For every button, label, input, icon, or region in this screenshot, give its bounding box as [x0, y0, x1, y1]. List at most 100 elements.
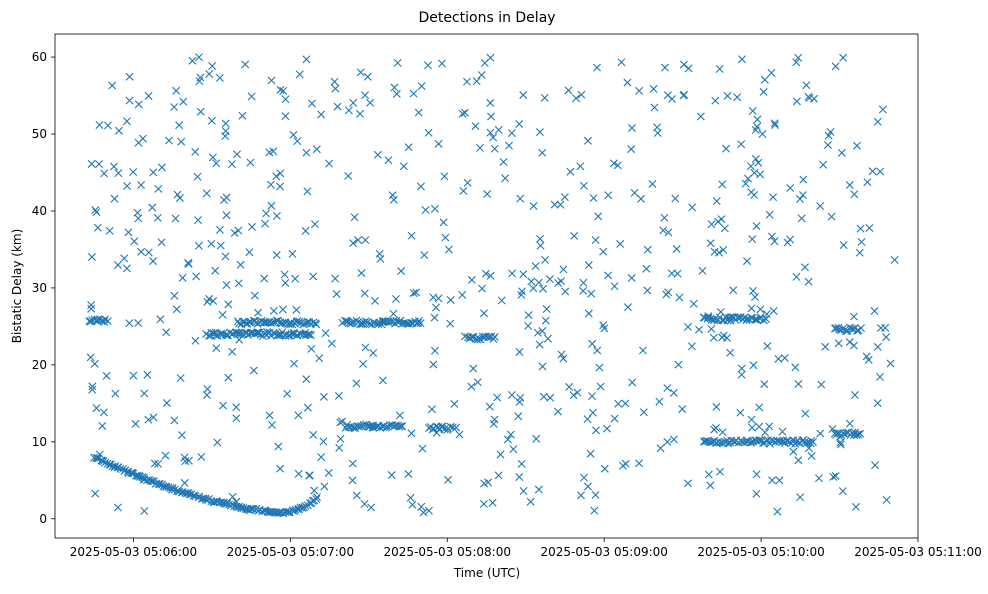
data-point: [369, 348, 378, 357]
data-point: [331, 84, 340, 93]
data-point: [794, 456, 803, 465]
data-point: [827, 212, 836, 221]
data-point: [129, 371, 138, 380]
data-point: [747, 188, 756, 197]
data-point: [172, 305, 181, 314]
data-point: [741, 179, 750, 188]
data-point: [851, 502, 860, 511]
data-point: [604, 271, 613, 280]
data-point: [191, 336, 200, 345]
data-point: [317, 110, 326, 119]
data-point: [432, 303, 441, 312]
data-point: [663, 437, 672, 446]
data-point: [878, 105, 887, 114]
data-point: [424, 506, 433, 515]
data-point: [613, 161, 622, 170]
data-point: [333, 102, 342, 111]
data-point: [146, 476, 155, 485]
data-point: [806, 439, 815, 448]
data-point: [769, 306, 778, 315]
data-point: [354, 236, 363, 245]
data-point: [610, 414, 619, 423]
data-point: [519, 270, 528, 279]
data-point: [215, 225, 224, 234]
data-point: [526, 497, 535, 506]
data-point: [802, 81, 811, 90]
data-point: [862, 352, 871, 361]
x-tick-label: 2025-05-03 05:09:00: [540, 545, 667, 559]
data-point: [710, 315, 719, 324]
data-point: [247, 92, 256, 101]
data-point: [831, 472, 840, 481]
data-point: [355, 422, 364, 431]
data-point: [421, 206, 430, 215]
data-point: [378, 376, 387, 385]
data-point: [857, 237, 866, 246]
data-point: [711, 96, 720, 105]
data-point: [564, 86, 573, 95]
data-point: [460, 332, 469, 341]
data-point: [489, 133, 498, 142]
data-point: [440, 172, 449, 181]
data-point: [93, 454, 102, 463]
data-point: [432, 428, 441, 437]
data-point: [195, 77, 204, 86]
data-point: [810, 94, 819, 103]
data-point: [359, 359, 368, 368]
data-point: [276, 464, 285, 473]
data-point: [108, 81, 117, 90]
data-point: [723, 91, 732, 100]
data-point: [349, 239, 358, 248]
data-point: [215, 73, 224, 82]
data-point: [352, 379, 361, 388]
data-point: [748, 423, 757, 432]
data-point: [120, 254, 129, 263]
data-point: [110, 463, 119, 472]
data-point: [602, 424, 611, 433]
data-point: [774, 354, 783, 363]
data-point: [882, 495, 891, 504]
data-point: [752, 470, 761, 479]
data-point: [375, 249, 384, 258]
data-point: [157, 163, 166, 172]
data-point: [794, 379, 803, 388]
data-point: [125, 96, 134, 105]
data-point: [227, 160, 236, 169]
data-point: [185, 490, 194, 499]
data-point: [289, 130, 298, 139]
data-point: [295, 317, 304, 326]
data-point: [672, 245, 681, 254]
data-point: [448, 423, 457, 432]
data-point: [191, 147, 200, 156]
data-point: [653, 129, 662, 138]
data-point: [588, 408, 597, 417]
data-point: [540, 93, 549, 102]
data-point: [194, 216, 203, 225]
data-point: [752, 489, 761, 498]
data-point: [140, 507, 149, 516]
data-point: [541, 316, 550, 325]
data-point: [241, 60, 250, 69]
data-point: [627, 124, 636, 132]
data-point: [429, 360, 438, 369]
data-point: [154, 459, 163, 468]
data-point: [111, 389, 120, 398]
data-point: [213, 438, 222, 447]
data-point: [416, 182, 425, 191]
data-point: [614, 399, 623, 408]
data-point: [623, 78, 632, 87]
data-point: [747, 304, 756, 313]
data-point: [729, 286, 738, 295]
data-point: [845, 338, 854, 347]
chart-title: Detections in Delay: [418, 10, 555, 26]
data-point: [716, 467, 724, 476]
data-point: [276, 85, 285, 94]
y-tick-label: 60: [32, 50, 47, 64]
data-point: [374, 320, 383, 329]
data-point: [539, 392, 548, 401]
data-point: [217, 329, 226, 338]
data-point: [579, 278, 588, 287]
data-point: [430, 204, 439, 213]
data-point: [737, 370, 746, 379]
